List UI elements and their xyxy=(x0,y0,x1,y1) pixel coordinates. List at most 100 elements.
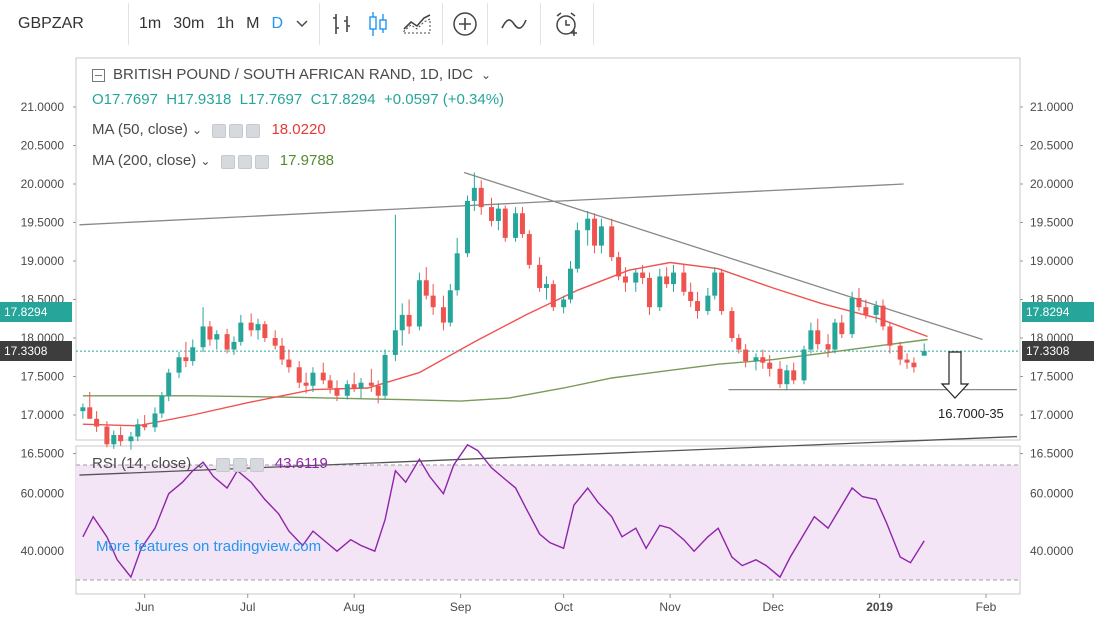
visibility-icon[interactable] xyxy=(212,123,227,138)
candle-body xyxy=(87,407,93,419)
settings-icon[interactable] xyxy=(232,457,247,472)
y-tick-label-right: 17.0000 xyxy=(1030,408,1074,422)
symbol-search-box[interactable]: GBPZAR xyxy=(6,3,124,45)
candle-body xyxy=(561,299,567,308)
target-annotation: 16.7000-35 xyxy=(938,406,1004,421)
ma200-line xyxy=(82,338,928,402)
candle-body xyxy=(248,322,254,331)
chevron-down-icon[interactable] xyxy=(289,3,315,45)
candle-body xyxy=(128,436,134,442)
candle-body xyxy=(358,382,364,389)
y-tick-label-right: 20.5000 xyxy=(1030,139,1074,153)
candle-body xyxy=(231,341,237,350)
candle-body xyxy=(791,370,797,381)
candle-body xyxy=(646,277,652,308)
candle-body xyxy=(815,330,821,345)
candle-body xyxy=(159,395,165,414)
rsi-band xyxy=(76,464,1020,580)
candlestick-icon[interactable] xyxy=(360,3,396,45)
indicator-controls xyxy=(212,122,263,139)
indicators-icon[interactable] xyxy=(396,3,438,45)
y-tick-label-right: 19.0000 xyxy=(1030,254,1074,268)
candle-body xyxy=(464,200,470,254)
visibility-icon[interactable] xyxy=(215,457,230,472)
timeframe-1h[interactable]: 1h xyxy=(216,15,235,32)
candle-body xyxy=(214,334,220,340)
candle-body xyxy=(849,297,855,335)
chevron-down-icon[interactable]: ⌄ xyxy=(200,154,211,168)
candle-body xyxy=(255,324,261,331)
timeframe-d[interactable]: D xyxy=(271,15,284,32)
rsi-tick-label-right: 40.0000 xyxy=(1030,544,1074,558)
y-tick-label-left: 20.5000 xyxy=(21,139,65,153)
candle-body xyxy=(921,351,927,356)
candle-body xyxy=(190,347,196,362)
candle-body xyxy=(440,307,446,323)
rsi-tick-label-left: 60.0000 xyxy=(21,487,65,501)
candle-body xyxy=(447,290,453,323)
x-tick-label: Jun xyxy=(135,600,154,614)
support-price-label: 17.3308 xyxy=(1022,341,1094,361)
candle-body xyxy=(616,257,622,277)
symbol-label: GBPZAR xyxy=(18,15,84,32)
timeframe-group: 1m 30m 1h M D xyxy=(133,3,289,45)
candle-body xyxy=(423,280,429,296)
promo-link[interactable]: More features on tradingview.com xyxy=(96,538,322,555)
chevron-down-icon[interactable]: ⌄ xyxy=(481,68,492,82)
alert-clock-icon[interactable] xyxy=(545,3,589,45)
ma50-value: 18.0220 xyxy=(271,121,326,138)
rsi-line xyxy=(82,443,925,579)
candle-body xyxy=(489,207,495,221)
chart-area[interactable]: 21.0000 21.0000 20.5000 20.5000 20.0000 20.00… xyxy=(0,52,1095,624)
support-price-label-left: 17.3308 xyxy=(0,341,72,361)
candle-body xyxy=(368,382,374,386)
close-icon[interactable] xyxy=(254,154,269,169)
y-tick-label-left: 16.5000 xyxy=(21,447,65,461)
candle-body xyxy=(736,338,742,350)
candle-body xyxy=(478,187,484,208)
x-tick-label: Jul xyxy=(240,600,255,614)
close-icon[interactable] xyxy=(246,123,261,138)
timeframe-1m[interactable]: 1m xyxy=(139,15,162,32)
y-tick-label-right: 20.0000 xyxy=(1030,177,1074,191)
current-price-label-left: 17.8294 xyxy=(0,302,72,322)
candle-body xyxy=(767,362,773,369)
rsi-tick-label-right: 60.0000 xyxy=(1030,487,1074,501)
close-value: C17.8294 xyxy=(310,91,376,108)
candle-body xyxy=(777,368,783,385)
candle-body xyxy=(712,272,718,296)
collapse-icon[interactable] xyxy=(92,68,105,82)
y-tick-label-left: 20.0000 xyxy=(21,177,65,191)
ma200-label: MA (200, close) xyxy=(92,152,197,169)
line-compare-icon[interactable] xyxy=(492,3,536,45)
candle-body xyxy=(633,272,639,283)
timeframe-m[interactable]: M xyxy=(246,15,260,32)
candle-body xyxy=(166,372,172,396)
chevron-down-icon[interactable]: ⌄ xyxy=(192,123,203,137)
settings-icon[interactable] xyxy=(237,154,252,169)
candle-body xyxy=(705,295,711,312)
close-icon[interactable] xyxy=(249,457,264,472)
x-tick-label: Dec xyxy=(762,600,783,614)
bar-chart-icon[interactable] xyxy=(324,3,360,45)
high-value: H17.9318 xyxy=(166,91,232,108)
settings-icon[interactable] xyxy=(229,123,244,138)
chevron-down-icon[interactable]: ⌄ xyxy=(195,457,206,471)
candle-body xyxy=(681,272,687,292)
candle-body xyxy=(502,208,508,238)
candle-body xyxy=(719,272,725,312)
candle-body xyxy=(832,322,838,350)
candle-body xyxy=(416,280,422,327)
add-icon[interactable] xyxy=(447,3,483,45)
candle-body xyxy=(664,276,670,285)
candle-body xyxy=(657,276,663,308)
visibility-icon[interactable] xyxy=(220,154,235,169)
candle-body xyxy=(537,264,543,288)
candle-body xyxy=(801,349,807,381)
candle-body xyxy=(207,326,213,340)
toolbar-divider xyxy=(593,3,595,45)
candle-body xyxy=(152,413,158,428)
chart-legend-title: BRITISH POUND / SOUTH AFRICAN RAND, 1D, … xyxy=(92,66,491,83)
timeframe-30m[interactable]: 30m xyxy=(173,15,205,32)
ma200-legend: MA (200, close) ⌄ 17.9788 xyxy=(92,152,334,170)
